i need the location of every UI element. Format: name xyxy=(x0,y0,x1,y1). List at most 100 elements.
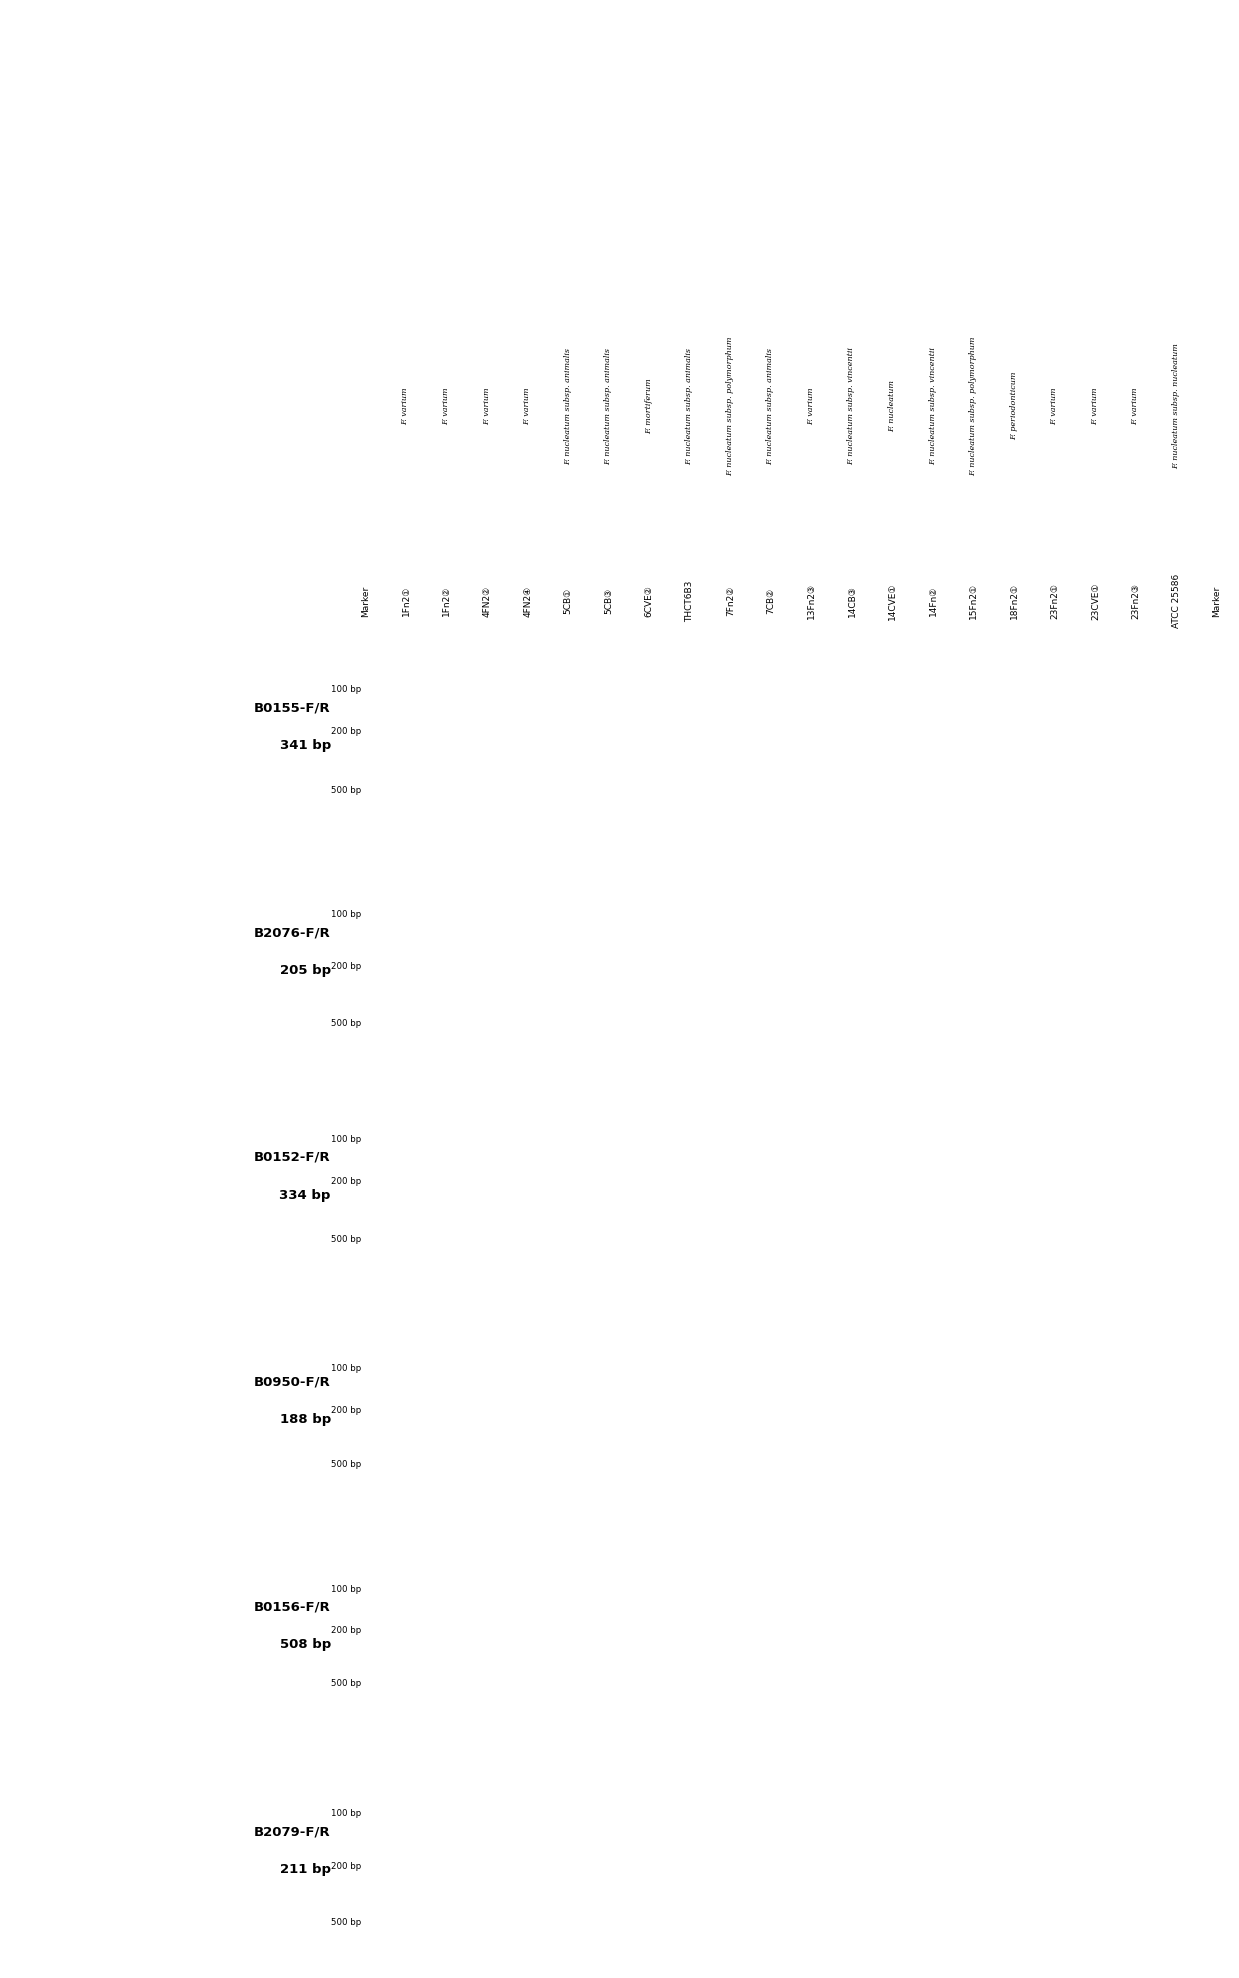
FancyBboxPatch shape xyxy=(346,1679,377,1691)
FancyBboxPatch shape xyxy=(1201,1416,1225,1428)
Text: B0155-F/R: B0155-F/R xyxy=(254,702,331,714)
FancyBboxPatch shape xyxy=(1201,1133,1225,1145)
Text: 200 bp: 200 bp xyxy=(331,1177,361,1185)
FancyBboxPatch shape xyxy=(673,722,698,742)
FancyBboxPatch shape xyxy=(1201,1375,1225,1387)
FancyBboxPatch shape xyxy=(1201,1588,1225,1598)
FancyBboxPatch shape xyxy=(346,678,377,692)
FancyBboxPatch shape xyxy=(1201,1626,1225,1636)
FancyBboxPatch shape xyxy=(1201,1903,1225,1913)
Text: 18Fn2①: 18Fn2① xyxy=(1010,584,1018,619)
Text: 200 bp: 200 bp xyxy=(331,1861,361,1871)
Text: F. nucleatum subsp. animalis: F. nucleatum subsp. animalis xyxy=(564,348,571,465)
Text: F. periodonticum: F. periodonticum xyxy=(1010,372,1017,441)
Text: 100 bp: 100 bp xyxy=(331,1365,361,1373)
Text: F. nucleatum subsp. animalis: F. nucleatum subsp. animalis xyxy=(685,348,694,465)
Text: F. varium: F. varium xyxy=(442,388,450,425)
FancyBboxPatch shape xyxy=(673,1863,698,1881)
FancyBboxPatch shape xyxy=(346,1808,377,1820)
Text: F. nucleatum subsp. vincentii: F. nucleatum subsp. vincentii xyxy=(847,346,856,465)
FancyBboxPatch shape xyxy=(1201,904,1225,916)
Text: 500 bp: 500 bp xyxy=(331,1019,361,1029)
FancyBboxPatch shape xyxy=(346,1458,377,1472)
Text: B2076-F/R: B2076-F/R xyxy=(254,926,331,940)
Text: 23Fn2③: 23Fn2③ xyxy=(1131,584,1140,619)
Text: F. varium: F. varium xyxy=(1090,388,1099,425)
Text: 100 bp: 100 bp xyxy=(331,910,361,920)
FancyBboxPatch shape xyxy=(346,904,377,918)
FancyBboxPatch shape xyxy=(1201,1460,1225,1470)
FancyBboxPatch shape xyxy=(346,1191,377,1205)
FancyBboxPatch shape xyxy=(346,1586,377,1600)
Text: 100 bp: 100 bp xyxy=(331,1584,361,1594)
FancyBboxPatch shape xyxy=(346,750,377,764)
FancyBboxPatch shape xyxy=(1201,945,1225,957)
Text: 100 bp: 100 bp xyxy=(331,1810,361,1818)
FancyBboxPatch shape xyxy=(346,1416,377,1430)
FancyBboxPatch shape xyxy=(346,714,377,728)
Text: 4FN2②: 4FN2② xyxy=(483,585,492,617)
FancyBboxPatch shape xyxy=(673,959,698,979)
Text: F. nucleatum subsp. polymorphum: F. nucleatum subsp. polymorphum xyxy=(726,336,733,477)
FancyBboxPatch shape xyxy=(1201,1675,1225,1687)
Text: F. varium: F. varium xyxy=(401,388,410,425)
Text: 7CB②: 7CB② xyxy=(767,587,776,613)
Text: 200 bp: 200 bp xyxy=(331,1406,361,1414)
Text: 14CVE①: 14CVE① xyxy=(888,582,897,619)
FancyBboxPatch shape xyxy=(346,1929,377,1950)
Text: B0950-F/R: B0950-F/R xyxy=(254,1377,331,1389)
Text: 500 bp: 500 bp xyxy=(331,1460,361,1470)
Text: F. nucleatum subsp. animalis: F. nucleatum subsp. animalis xyxy=(605,348,612,465)
Text: 100 bp: 100 bp xyxy=(331,1135,361,1143)
Text: ATCC 25586: ATCC 25586 xyxy=(1172,574,1181,629)
Text: F. nucleatum subsp. nucleatum: F. nucleatum subsp. nucleatum xyxy=(1172,342,1180,469)
Text: 23Fn2①: 23Fn2① xyxy=(1051,584,1059,619)
Text: F. nucleatum subsp. polymorphum: F. nucleatum subsp. polymorphum xyxy=(969,336,978,477)
FancyBboxPatch shape xyxy=(346,1891,377,1905)
FancyBboxPatch shape xyxy=(673,1177,698,1195)
Text: B0156-F/R: B0156-F/R xyxy=(254,1600,331,1614)
Text: 188 bp: 188 bp xyxy=(280,1414,331,1426)
FancyBboxPatch shape xyxy=(1201,680,1225,690)
Text: 500 bp: 500 bp xyxy=(331,1234,361,1244)
FancyBboxPatch shape xyxy=(346,1029,377,1050)
Text: 7Fn2②: 7Fn2② xyxy=(726,585,735,617)
FancyBboxPatch shape xyxy=(674,1389,696,1402)
FancyBboxPatch shape xyxy=(346,945,377,959)
FancyBboxPatch shape xyxy=(715,1389,737,1402)
Text: 1Fn2①: 1Fn2① xyxy=(401,585,410,617)
Text: Marker: Marker xyxy=(1213,585,1222,617)
Text: 200 bp: 200 bp xyxy=(331,963,361,971)
FancyBboxPatch shape xyxy=(1201,716,1225,726)
Text: 500 bp: 500 bp xyxy=(331,785,361,795)
Text: 205 bp: 205 bp xyxy=(280,963,331,977)
FancyBboxPatch shape xyxy=(1201,752,1225,762)
Text: F. varium: F. varium xyxy=(807,388,815,425)
FancyBboxPatch shape xyxy=(346,991,377,1005)
FancyBboxPatch shape xyxy=(1201,1222,1225,1232)
Text: 200 bp: 200 bp xyxy=(331,728,361,736)
Text: F. nucleatum: F. nucleatum xyxy=(888,380,896,431)
FancyBboxPatch shape xyxy=(1201,1171,1225,1183)
Text: 14CB③: 14CB③ xyxy=(847,585,856,617)
FancyBboxPatch shape xyxy=(346,1133,377,1145)
Text: 6CVE②: 6CVE② xyxy=(644,585,654,617)
FancyBboxPatch shape xyxy=(346,1632,377,1646)
Text: F. varium: F. varium xyxy=(483,388,491,425)
FancyBboxPatch shape xyxy=(346,1236,377,1250)
Text: Marker: Marker xyxy=(361,585,370,617)
Text: THCT6B3: THCT6B3 xyxy=(685,580,694,621)
FancyBboxPatch shape xyxy=(1201,993,1225,1005)
FancyBboxPatch shape xyxy=(346,1845,377,1857)
Text: 500 bp: 500 bp xyxy=(331,1679,361,1687)
Text: F. nucleatum subsp. vincentii: F. nucleatum subsp. vincentii xyxy=(929,346,937,465)
Text: F. mortiferum: F. mortiferum xyxy=(644,378,653,433)
Text: 13Fn2③: 13Fn2③ xyxy=(807,584,817,619)
Text: F. varium: F. varium xyxy=(1051,388,1058,425)
Text: 23CVE①: 23CVE① xyxy=(1090,582,1100,619)
FancyBboxPatch shape xyxy=(673,1642,698,1662)
Text: 200 bp: 200 bp xyxy=(331,1626,361,1636)
Text: 1Fn2②: 1Fn2② xyxy=(442,585,451,617)
Text: F. varium: F. varium xyxy=(1131,388,1140,425)
FancyBboxPatch shape xyxy=(346,791,377,805)
